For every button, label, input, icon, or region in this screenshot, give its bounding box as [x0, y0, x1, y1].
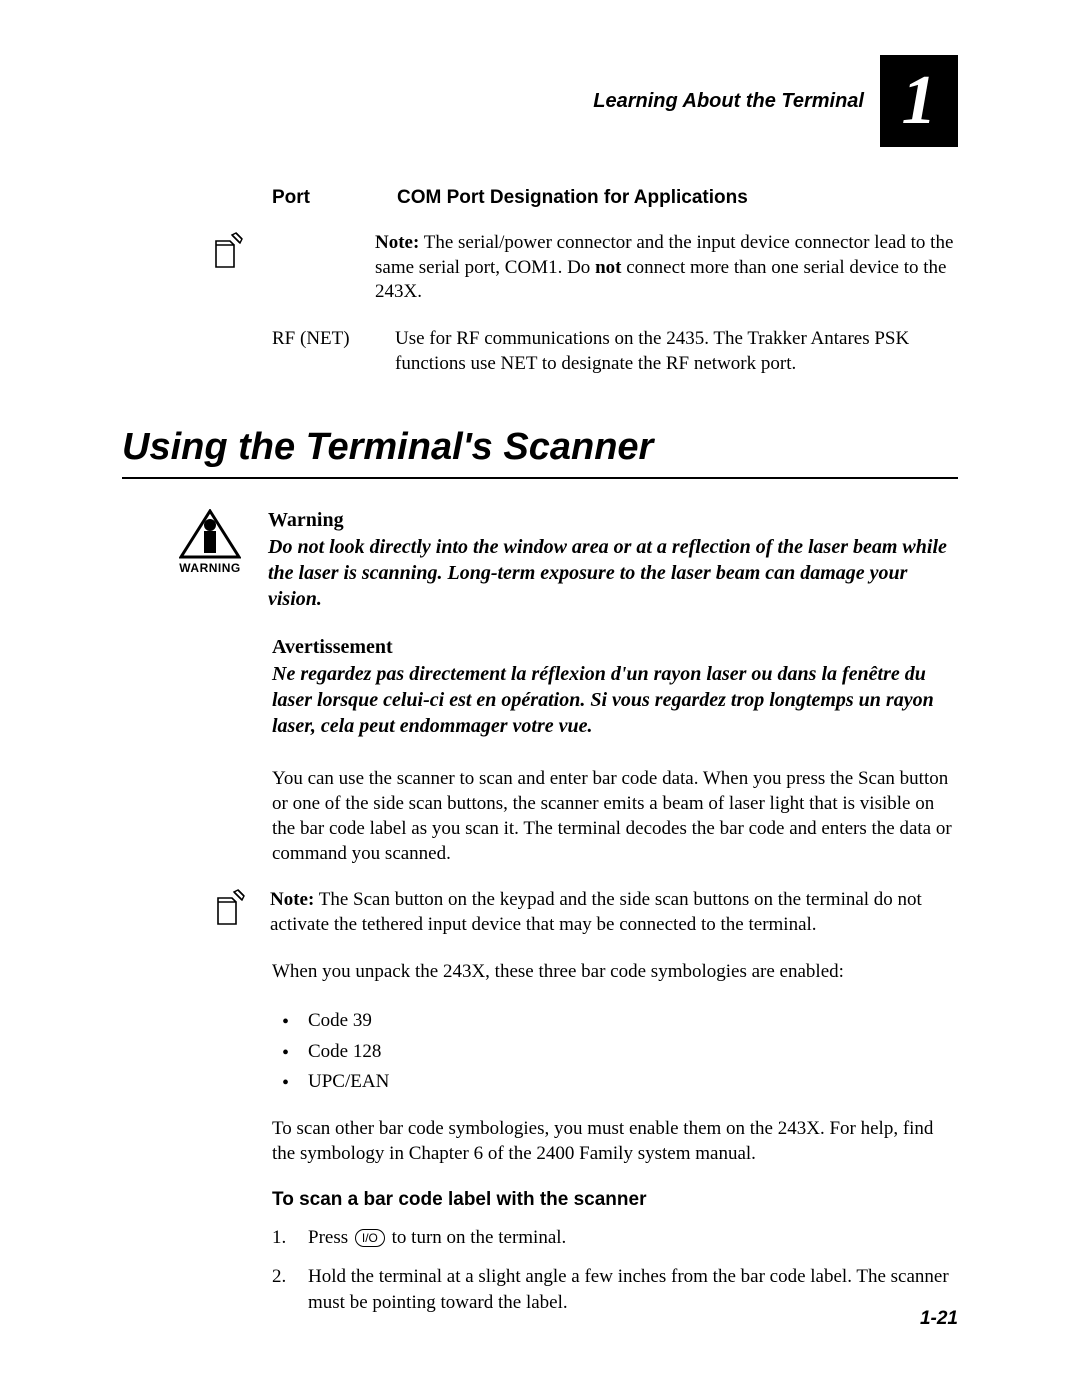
page-header: Learning About the Terminal 1 — [122, 55, 958, 147]
port-note-text: Note: The serial/power connector and the… — [375, 231, 958, 305]
note-block-2: Note: The Scan button on the keypad and … — [272, 888, 958, 937]
warning-icon: WARNING — [174, 509, 246, 575]
port-table: Port COM Port Designation for Applicatio… — [272, 187, 958, 376]
chapter-number: 1 — [902, 66, 937, 136]
warning-heading: Warning — [268, 509, 958, 532]
note-bold: not — [595, 257, 621, 278]
avertissement-heading: Avertissement — [272, 636, 958, 659]
note-2-body: The Scan button on the keypad and the si… — [270, 889, 922, 935]
rf-label: RF (NET) — [272, 327, 377, 376]
warning-icon-label: WARNING — [174, 561, 246, 575]
rf-row: RF (NET) Use for RF communications on th… — [272, 327, 958, 376]
step-1-after: to turn on the terminal. — [387, 1227, 566, 1248]
warning-body: Warning Do not look directly into the wi… — [268, 509, 958, 612]
step-1: Press I/O to turn on the terminal. — [272, 1225, 958, 1251]
avertissement-block: Avertissement Ne regardez pas directemen… — [272, 636, 958, 739]
note-2-label: Note: — [270, 889, 314, 910]
subheading: To scan a bar code label with the scanne… — [272, 1189, 958, 1211]
page-number: 1-21 — [920, 1308, 958, 1330]
port-col2-header: COM Port Designation for Applications — [397, 187, 748, 209]
note-icon — [214, 888, 248, 931]
section-title: Using the Terminal's Scanner — [122, 426, 958, 469]
list-item: Code 39 — [272, 1006, 958, 1036]
note-label: Note: — [375, 232, 419, 253]
rf-text: Use for RF communications on the 2435. T… — [395, 327, 958, 376]
section-rule — [122, 477, 958, 479]
list-item: UPC/EAN — [272, 1067, 958, 1097]
paragraph-3: To scan other bar code symbologies, you … — [272, 1117, 958, 1166]
paragraph-1: You can use the scanner to scan and ente… — [272, 767, 958, 866]
list-item: Code 128 — [272, 1037, 958, 1067]
port-table-header: Port COM Port Designation for Applicatio… — [272, 187, 958, 209]
warning-text: Do not look directly into the window are… — [268, 534, 958, 612]
note-icon — [212, 231, 246, 274]
chapter-number-box: 1 — [880, 55, 958, 147]
symbology-list: Code 39 Code 128 UPC/EAN — [272, 1006, 958, 1097]
power-key-icon: I/O — [355, 1229, 385, 1247]
steps-list: Press I/O to turn on the terminal. Hold … — [272, 1225, 958, 1316]
warning-block: WARNING Warning Do not look directly int… — [272, 509, 958, 612]
note-2-text: Note: The Scan button on the keypad and … — [270, 888, 958, 937]
section-content: WARNING Warning Do not look directly int… — [272, 509, 958, 1315]
paragraph-2: When you unpack the 243X, these three ba… — [272, 960, 958, 985]
avertissement-text: Ne regardez pas directement la réflexion… — [272, 661, 958, 739]
step-1-before: Press — [308, 1227, 353, 1248]
step-2: Hold the terminal at a slight angle a fe… — [272, 1264, 958, 1315]
port-col1-header: Port — [272, 187, 357, 209]
port-note-row: Note: The serial/power connector and the… — [272, 231, 958, 305]
chapter-label: Learning About the Terminal — [593, 90, 864, 113]
